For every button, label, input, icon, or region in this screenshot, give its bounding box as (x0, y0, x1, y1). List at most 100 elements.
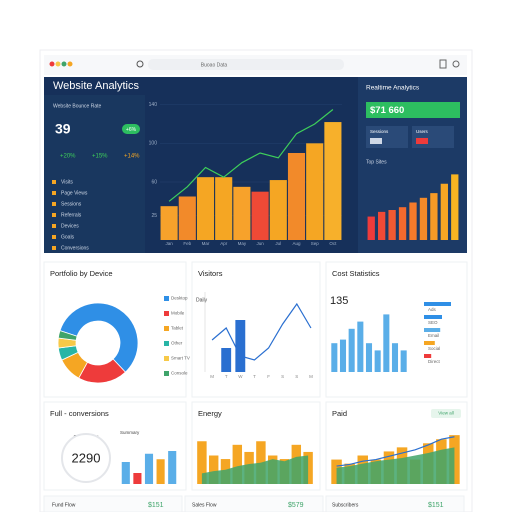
legend-swatch (164, 326, 169, 331)
toolbar-icon[interactable] (439, 59, 447, 69)
area (336, 447, 455, 484)
x-tick-label: S (295, 374, 298, 379)
legend-label: Tablet (171, 326, 184, 331)
bar (440, 183, 448, 240)
menu-item: Goals (61, 234, 75, 240)
x-tick-label: Jan (165, 241, 173, 246)
x-tick-label: T (225, 374, 228, 379)
legend-swatch (164, 311, 169, 316)
footer-text: Fund Flow (52, 502, 76, 508)
legend-bar (424, 302, 451, 306)
bar (287, 153, 306, 240)
bar (398, 207, 407, 240)
legend-label: Social (428, 346, 440, 351)
hero-sidebar (44, 95, 145, 253)
badge[interactable] (431, 409, 461, 418)
panel-title: Paid (332, 409, 347, 418)
amount: $71 660 (370, 105, 404, 116)
footer-text: Sales Flow (192, 502, 217, 508)
badge-text: +6% (126, 127, 137, 133)
x-tick-label: W (238, 374, 243, 379)
amount-bar (366, 102, 460, 118)
x-tick-label: S (281, 374, 284, 379)
footer-card (184, 495, 324, 512)
toolbar-icon[interactable] (452, 60, 460, 68)
bar (383, 314, 390, 372)
panel-title: Energy (198, 409, 222, 418)
logo-dot (67, 61, 73, 67)
gauge-value: 2290 (72, 450, 101, 465)
legend-label: Email (428, 333, 439, 338)
legend-label: Other (171, 341, 183, 346)
line (168, 109, 334, 202)
legend-swatch (164, 341, 169, 346)
y-tick-label: 140 (149, 102, 158, 108)
x-tick-label: Feb (183, 241, 191, 246)
bar (233, 186, 251, 240)
bar (324, 122, 342, 240)
sidebar-value: 39 (55, 121, 71, 137)
y-tick-label: 100 (149, 141, 158, 147)
x-tick-label: M (309, 374, 313, 379)
bar (208, 455, 219, 484)
menu-item: Sessions (61, 201, 82, 207)
bar (251, 191, 269, 240)
logo-dot (55, 61, 61, 67)
x-tick-label: Jun (256, 241, 264, 246)
menu-icon (52, 213, 56, 217)
card-icon (370, 138, 382, 144)
legend-bar (424, 328, 441, 332)
panel-title: Visitors (198, 269, 223, 278)
menu-item: Devices (61, 223, 79, 229)
x-tick-label: Aug (292, 241, 301, 246)
bar (133, 473, 142, 484)
x-tick-label: Jul (275, 241, 281, 246)
badge (122, 124, 140, 134)
logo-dot (49, 61, 55, 67)
menu-icon (52, 224, 56, 228)
x-tick-label: M (210, 374, 214, 379)
bar (144, 453, 154, 484)
bar (121, 462, 130, 484)
x-tick-label: F (267, 374, 270, 379)
y-tick-label: 25 (151, 213, 157, 219)
footer-card (43, 495, 183, 512)
card-label: Users (416, 129, 429, 134)
bar (178, 196, 196, 240)
menu-item: Visits (61, 179, 73, 185)
bar (430, 193, 438, 240)
x-tick-label: Sep (311, 241, 320, 246)
footer-text: $579 (288, 502, 304, 509)
bar (197, 441, 207, 484)
bar (367, 216, 375, 240)
menu-item: Conversions (61, 245, 89, 251)
realtime-subtitle: Top Sites (366, 159, 387, 165)
logo-dot (61, 61, 67, 67)
card-label: Sessions (370, 129, 389, 134)
bar (400, 350, 407, 372)
bar (269, 180, 287, 240)
panel-title: Cost Statistics (332, 269, 380, 278)
footer-text: Subscribers (332, 502, 359, 508)
footer-text: $151 (148, 502, 164, 509)
bar (348, 328, 355, 372)
bar (357, 321, 364, 372)
menu-icon (52, 202, 56, 206)
bar (235, 320, 246, 372)
search-box[interactable] (148, 59, 344, 70)
legend-label: SEO (428, 320, 438, 325)
bar (419, 197, 428, 240)
legend-label: Ads (428, 307, 437, 312)
stat: +15% (92, 154, 108, 160)
stat: +14% (124, 154, 140, 160)
stat: +20% (60, 154, 76, 160)
bar (331, 343, 338, 372)
sidebar-label: Website Bounce Rate (53, 103, 101, 109)
bar (409, 202, 417, 240)
area (201, 455, 309, 484)
bar (156, 459, 165, 484)
pie-slice (57, 330, 78, 341)
gauge (61, 433, 111, 483)
search-text: Buoao Data (201, 62, 228, 68)
